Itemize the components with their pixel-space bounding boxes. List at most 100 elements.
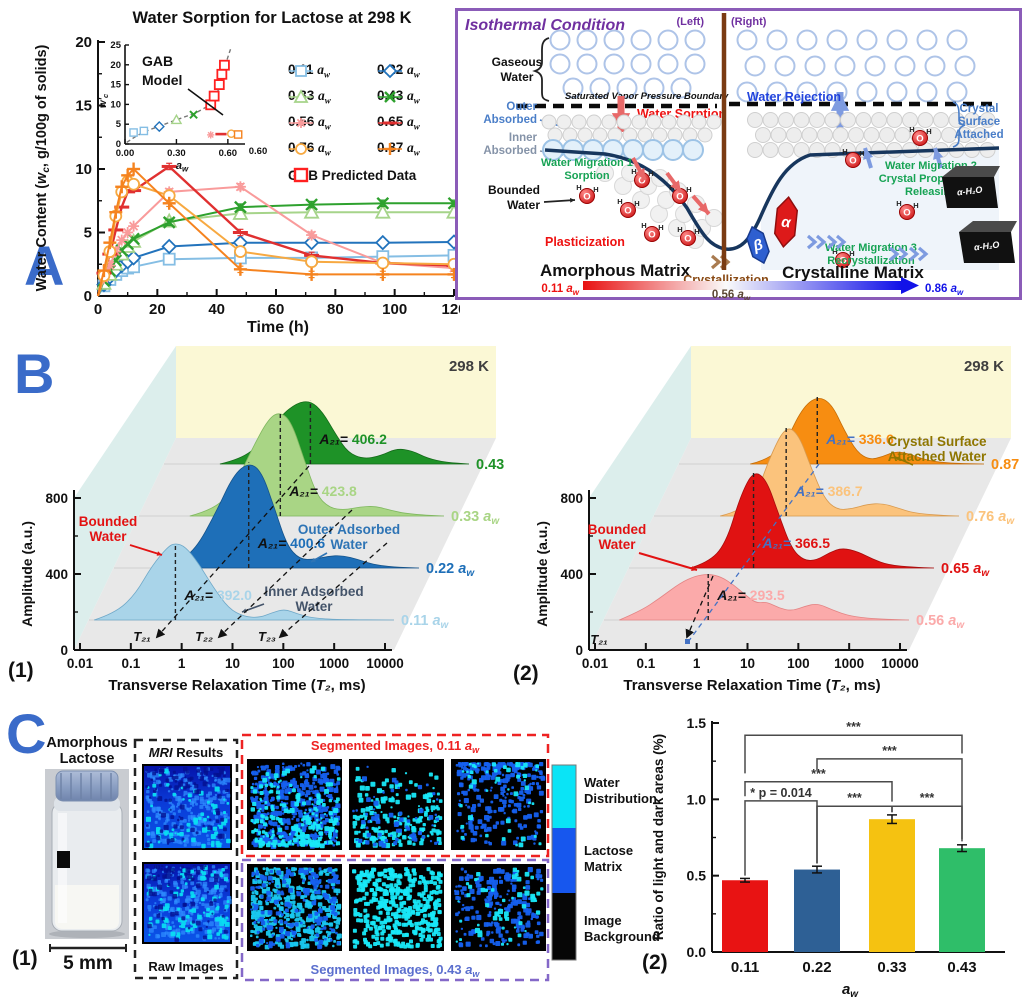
- text-label: α-H₂O: [956, 185, 983, 198]
- gaseous-water-circles: [549, 29, 976, 103]
- crystal-surface-label: Attached: [954, 129, 1003, 141]
- a21-label: A₂₁= 293.5: [716, 587, 785, 603]
- text-label: O: [648, 230, 655, 241]
- panel-a-legend: 0.11 aw0.22 aw0.33 aw0.43 aw0.56 aw0.65 …: [288, 58, 466, 188]
- x-tick: 60: [268, 301, 285, 318]
- segmented-high-aw-title: Segmented Images, 0.43 aw: [311, 962, 481, 979]
- text-label: H: [576, 183, 581, 192]
- legend-item-0.22: 0.22 aw: [377, 62, 466, 80]
- text-label: H: [896, 199, 901, 208]
- series-0.87aw: [97, 162, 460, 297]
- inset-y-tick: 25: [110, 40, 121, 51]
- x-tick: 0.01: [582, 656, 609, 671]
- inset-title: Model: [142, 72, 182, 88]
- inset-y-tick: 10: [110, 99, 121, 110]
- text-label: H: [648, 169, 653, 178]
- inset-y-tick: 20: [110, 60, 121, 71]
- lactose-vial-photo: [45, 769, 129, 939]
- segmented-image-011-2: [349, 759, 444, 850]
- ridge-0.56aw: [604, 574, 910, 621]
- y-tick: 1.5: [687, 715, 707, 731]
- amorphous-matrix-label: Amorphous Matrix: [540, 261, 691, 280]
- y-tick: 400: [45, 567, 68, 582]
- crystal-α: α: [773, 195, 799, 249]
- segmented-image-043-1: [247, 864, 342, 951]
- segmented-image-011-3: [451, 759, 546, 850]
- y-tick: 800: [560, 491, 583, 506]
- mri-colorbar: [551, 764, 577, 961]
- x-tick: 1: [178, 656, 186, 671]
- annotation-bounded-water: Water: [598, 537, 636, 552]
- scale-bar-label: 5 mm: [63, 953, 113, 974]
- text-label: H: [593, 185, 598, 194]
- text-label: O: [624, 206, 631, 217]
- panel-a-title: Water Sorption for Lactose at 298 K: [132, 9, 411, 27]
- a21-label: A₂₁= 400.6: [257, 535, 326, 551]
- legend-item-0.76: 0.76 aw: [288, 140, 377, 158]
- text-label: H: [634, 199, 639, 208]
- series-0.33aw: [95, 203, 460, 297]
- significance-label: * p = 0.014: [750, 786, 812, 800]
- inner-absorbed-label: Absorbed: [483, 145, 537, 157]
- inset-x-tick: 0.00: [116, 148, 135, 159]
- annotation-bounded-water: Water: [89, 529, 127, 544]
- significance-label: ***: [847, 791, 862, 805]
- ylabel: Ratio of light and dark areas (%): [651, 734, 666, 940]
- aw-label: 0.22 aw: [426, 561, 475, 579]
- ylabel: Amplitude (a.u.): [534, 521, 550, 627]
- legend-item-0.56: 0.56 aw: [288, 114, 377, 132]
- text-label: O: [903, 208, 910, 219]
- text-label: H: [926, 127, 931, 136]
- ylabel: Amplitude (a.u.): [19, 521, 35, 627]
- text-label: H: [842, 147, 847, 156]
- inset-xlabel: aw: [176, 160, 189, 174]
- x-tick: 10000: [366, 656, 404, 671]
- aw-label: 0.76 aw: [966, 509, 1015, 527]
- significance-bracket: [816, 758, 963, 840]
- panel-d-mechanism-diagram: Isothermal Condition (Left) (Right) Gaseous…: [455, 8, 1022, 300]
- panel-c2-ratio-bar-chart: 0.0 0.5 1.0 1.5 Ratio of light and dark area…: [651, 715, 1005, 999]
- colorbar-label: Water: [584, 775, 620, 790]
- bounded-water-label: Water: [507, 198, 540, 212]
- segmented-image-011-1: [247, 759, 342, 850]
- xlabel: Transverse Relaxation Time (T₂, ms): [623, 677, 880, 694]
- panel-letter-b: B: [14, 342, 55, 405]
- inner-absorbed-label: Inner: [509, 132, 538, 144]
- text-label: O: [916, 134, 923, 145]
- alpha-h2o-block: α-H₂O: [959, 221, 1017, 263]
- panel-b2-number: (2): [513, 662, 539, 685]
- text-label: O: [684, 234, 691, 245]
- x-tick: 0.1: [121, 656, 140, 671]
- temperature-label: 298 K: [449, 358, 489, 375]
- x-tick: 120: [441, 301, 460, 318]
- svp-boundary-label: Saturated Vapor Pressure Boundary: [565, 91, 729, 102]
- annotation-crystal-surface: Attached Water: [888, 449, 987, 464]
- water-molecule: H HO: [842, 147, 865, 168]
- y-tick: 1.0: [687, 791, 707, 807]
- water-molecule: H HO: [669, 183, 692, 204]
- annotation-bounded-water: Bounded: [588, 522, 647, 537]
- x-tick: 0.22: [802, 959, 831, 976]
- water-migration-1-label: Sorption: [564, 170, 609, 182]
- crystal-β: β: [746, 225, 770, 265]
- aw-label: 0.33 aw: [451, 509, 500, 527]
- inset-y-tick: 0: [116, 139, 121, 150]
- text-label: β: [750, 236, 765, 255]
- text-label: H: [913, 201, 918, 210]
- y-tick: 0: [60, 643, 68, 658]
- inset-ylabel: w'c: [98, 93, 110, 108]
- a21-label: A₂₁= 392.0: [183, 587, 252, 603]
- inset-title: GAB: [142, 53, 173, 69]
- t2-component-label: T₂₁: [133, 629, 150, 644]
- ridge-0.65aw: [629, 470, 935, 569]
- significance-bracket: [744, 781, 893, 802]
- alpha-h2o-block: α-H₂O: [942, 166, 1000, 208]
- ridge-0.87aw: [679, 395, 985, 465]
- xlabel: aw: [842, 981, 859, 999]
- y-tick: 800: [45, 491, 68, 506]
- plasticization-label: Plasticization: [545, 235, 625, 249]
- text-label: O: [839, 256, 846, 267]
- x-tick: 0.33: [877, 959, 906, 976]
- text-label: H: [631, 167, 636, 176]
- annotation-inner-adsorbed: Water: [295, 599, 333, 614]
